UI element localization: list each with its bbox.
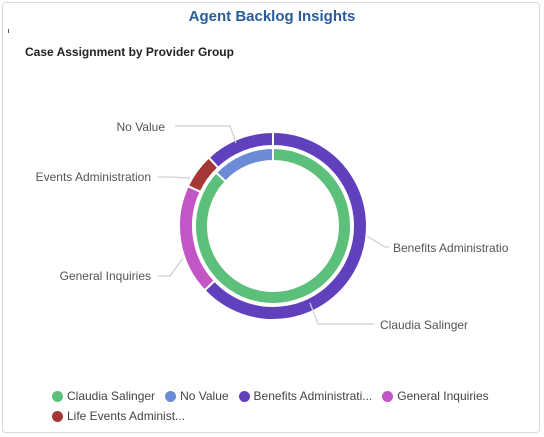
slice-outer-unlabeled-3[interactable] (207, 130, 274, 170)
legend-swatch (52, 390, 63, 402)
chart-title: Case Assignment by Provider Group (25, 45, 234, 59)
legend-label: General Inquiries (397, 389, 489, 403)
legend-item-general-inquiries[interactable]: General Inquiries (382, 389, 489, 403)
callout-line (158, 257, 184, 277)
legend-item-benefits-administration[interactable]: Benefits Administrati... (238, 389, 373, 403)
legend-row: Claudia Salinger No Value Benefits Admin… (52, 386, 532, 406)
callout-label: Benefits Administratio (393, 241, 509, 255)
legend-item-no-value[interactable]: No Value (165, 389, 229, 403)
callout-line (158, 176, 191, 179)
callout-label: Claudia Salinger (380, 318, 468, 332)
legend-swatch (238, 390, 250, 402)
callout-label: No Value (117, 120, 166, 134)
legend-row: Life Events Administ... (52, 406, 532, 426)
slice-inner-no-value-1[interactable] (214, 146, 274, 183)
legend-swatch (165, 390, 177, 402)
slice-inner-claudia-salinger-0[interactable] (194, 146, 352, 305)
legend-swatch (382, 390, 394, 402)
legend: Claudia Salinger No Value Benefits Admin… (52, 386, 532, 426)
callout-label: General Inquiries (60, 269, 151, 283)
legend-item-life-events-administration[interactable]: Life Events Administ... (52, 409, 185, 423)
donut-chart: No Value Events Administration General Inq… (36, 120, 509, 332)
legend-label: No Value (180, 389, 229, 403)
legend-label: Life Events Administ... (67, 409, 186, 423)
decorative-tick (8, 29, 9, 33)
callout-line (309, 302, 374, 325)
callout-line (175, 125, 237, 144)
legend-label: Claudia Salinger (67, 389, 156, 403)
callout-line (366, 235, 389, 248)
chart-card (2, 2, 540, 433)
page-title: Agent Backlog Insights (188, 8, 356, 25)
legend-swatch (52, 410, 63, 422)
legend-label: Benefits Administrati... (253, 389, 373, 403)
callout-label: Events Administration (36, 170, 151, 184)
legend-item-claudia-salinger[interactable]: Claudia Salinger (52, 389, 155, 403)
